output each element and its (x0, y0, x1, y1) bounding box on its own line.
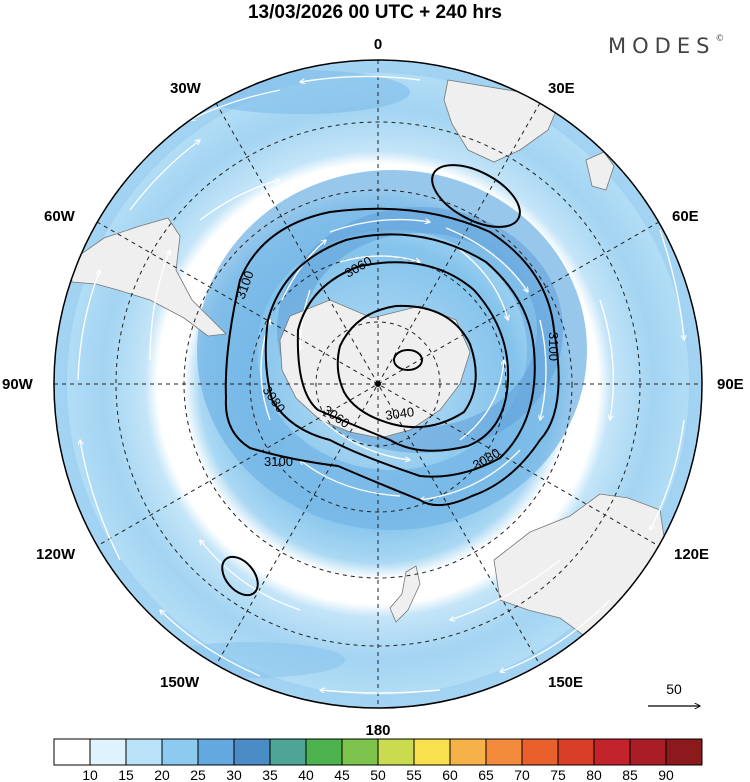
colorbar-swatch (557, 738, 595, 766)
colorbar-swatch (305, 738, 343, 766)
colorbar-label: 15 (118, 767, 134, 782)
colorbar-swatch (377, 738, 415, 766)
lon-label-90e: 90E (717, 376, 744, 393)
lon-label-30w: 30W (170, 80, 202, 97)
colorbar-label: 70 (514, 767, 530, 782)
lon-label-150w: 150W (160, 674, 200, 691)
colorbar-label: 40 (298, 767, 314, 782)
colorbar-swatch (449, 738, 487, 766)
contour-3080 (264, 233, 536, 478)
colorbar-swatch (629, 738, 667, 766)
colorbar-label: 80 (586, 767, 602, 782)
wind-vectors (77, 75, 684, 694)
madagascar (585, 151, 615, 191)
colorbar-swatch (161, 738, 199, 766)
colorbar-labels: 10 15 20 25 30 35 40 45 50 55 60 65 70 75 80 85 90 (82, 767, 674, 782)
lon-label-120w: 120W (36, 546, 76, 563)
copyright-mark: © (715, 34, 725, 44)
lon-label-90w: 90W (2, 376, 34, 393)
contour-high-pacific (221, 555, 259, 597)
colorbar-swatch (665, 738, 703, 766)
lon-label-120e: 120E (674, 546, 709, 563)
colorbar-label: 35 (262, 767, 278, 782)
colorbar-swatch (125, 738, 163, 766)
lon-label-180: 180 (365, 722, 390, 739)
height-contours (221, 164, 560, 597)
contour-high-atlantic (431, 164, 521, 228)
south-america (69, 217, 227, 337)
colorbar-swatch (53, 738, 91, 766)
colorbar-swatch (413, 738, 451, 766)
reference-vector: 50 (648, 681, 700, 706)
lon-label-0: 0 (374, 36, 382, 53)
lon-label-60w: 60W (44, 208, 76, 225)
contour-3060 (296, 261, 510, 452)
contour-low-center (393, 349, 423, 371)
colorbar-label: 25 (190, 767, 206, 782)
brand-logo: MODES© (608, 34, 724, 58)
contour-label: 3040 (384, 404, 415, 423)
colorbar-label: 20 (154, 767, 170, 782)
colorbar-swatch (593, 738, 631, 766)
colorbar-label: 90 (658, 767, 674, 782)
map-border (53, 59, 703, 709)
lon-label-150e: 150E (548, 674, 583, 691)
colorbar-swatch (521, 738, 559, 766)
colorbar-swatch (197, 738, 235, 766)
contour-3040 (336, 304, 477, 429)
lon-label-60e: 60E (672, 208, 699, 225)
colorbar-swatch (233, 738, 271, 766)
contour-label: 3100 (546, 332, 561, 361)
reference-vector-label: 50 (666, 681, 682, 697)
colorbar-swatch (485, 738, 523, 766)
colorbar-label: 85 (622, 767, 638, 782)
longitude-labels: 0 30E 60E 90E 120E 150E 180 150W 120W 90… (2, 36, 744, 739)
contour-3100 (224, 207, 560, 507)
colorbar (53, 738, 703, 766)
colorbar-swatch (269, 738, 307, 766)
colorbar-label: 60 (442, 767, 458, 782)
map-title: 13/03/2026 00 UTC + 240 hrs (247, 2, 503, 23)
colorbar-label: 55 (406, 767, 422, 782)
colorbar-label: 50 (370, 767, 386, 782)
south-pole-dot (375, 381, 381, 387)
colorbar-swatch (89, 738, 127, 766)
colorbar-swatch (341, 738, 379, 766)
colorbar-label: 30 (226, 767, 242, 782)
new-zealand (389, 565, 421, 623)
colorbar-label: 45 (334, 767, 350, 782)
contour-label: 3100 (264, 454, 293, 469)
colorbar-label: 75 (550, 767, 566, 782)
colorbar-label: 65 (478, 767, 494, 782)
brand-name: MODES (608, 34, 716, 58)
colorbar-label: 10 (82, 767, 98, 782)
lon-label-30e: 30E (548, 80, 575, 97)
